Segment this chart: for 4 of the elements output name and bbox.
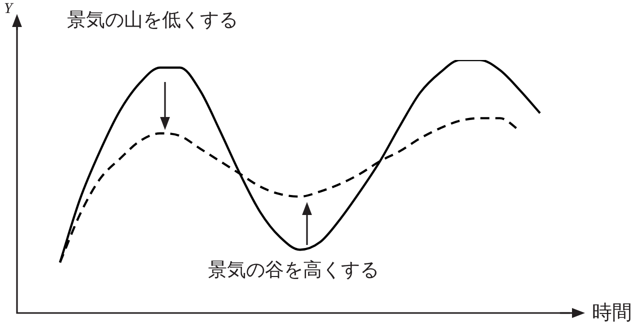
y-axis-title: Y xyxy=(4,1,12,18)
annotation: 景気の谷を高くする xyxy=(208,258,379,283)
x-axis-title: 時間 xyxy=(592,299,632,326)
text: 景気の山を低くする xyxy=(67,8,238,33)
